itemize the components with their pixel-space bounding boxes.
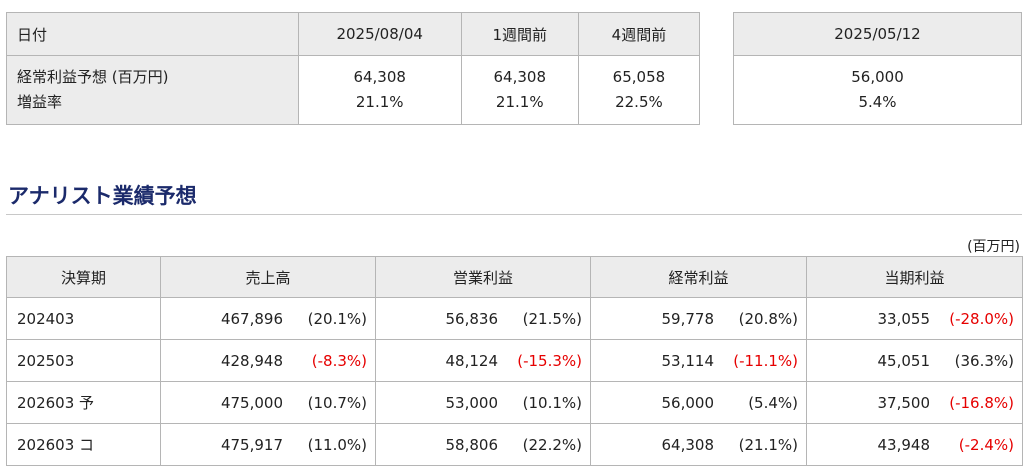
sales-cell: 467,896 (20.1%) — [160, 297, 376, 340]
sales-change-pct: (10.7%) — [307, 394, 367, 412]
summary-header-4weeks: 4週間前 — [577, 12, 701, 56]
summary-current-cell: 64,308 21.1% — [297, 55, 462, 125]
recurring-profit-cell: 64,308 (21.1%) — [590, 423, 807, 466]
recurring-profit-cell: 53,114 (-11.1%) — [590, 339, 807, 382]
summary-body-row: 経常利益予想 (百万円) 増益率 64,308 21.1% 64,308 21.… — [6, 55, 701, 125]
net-profit-value: 33,055 — [877, 310, 931, 328]
sales-change-pct: (-8.3%) — [311, 352, 367, 370]
operating-profit-value: 53,000 — [445, 394, 499, 412]
net-profit-value: 37,500 — [877, 394, 931, 412]
net-profit-cell: 45,051 (36.3%) — [806, 339, 1023, 382]
recurring-profit-change-pct: (-11.1%) — [733, 352, 798, 370]
recurring-profit-change-pct: (21.1%) — [738, 436, 798, 454]
sales-cell: 428,948 (-8.3%) — [160, 339, 376, 382]
operating-profit-value: 58,806 — [445, 436, 499, 454]
recurring-profit-cell: 59,778 (20.8%) — [590, 297, 807, 340]
table-row: 202403 467,896 (20.1%) 56,836 (21.5%) 59,778 (… — [6, 297, 1023, 340]
forecast-header-sales: 売上高 — [160, 256, 376, 298]
recurring-profit-value: 64,308 — [661, 436, 715, 454]
operating-profit-change-pct: (10.1%) — [522, 394, 582, 412]
operating-profit-value: 56,836 — [445, 310, 499, 328]
operating-profit-cell: 58,806 (22.2%) — [375, 423, 591, 466]
net-profit-value: 43,948 — [877, 436, 931, 454]
net-profit-cell: 43,948 (-2.4%) — [806, 423, 1023, 466]
summary-label-profit: 経常利益予想 (百万円) — [17, 68, 169, 86]
summary-current-profit: 64,308 — [353, 68, 406, 86]
forecast-body: 202403 467,896 (20.1%) 56,836 (21.5%) 59,778 (… — [6, 297, 1023, 466]
side-header-row: 2025/05/12 — [733, 12, 1022, 56]
period-cell: 202403 — [6, 297, 161, 340]
operating-profit-change-pct: (-15.3%) — [517, 352, 582, 370]
net-profit-change-pct: (36.3%) — [954, 352, 1014, 370]
forecast-header-net-profit: 当期利益 — [806, 256, 1023, 298]
recurring-profit-change-pct: (20.8%) — [738, 310, 798, 328]
net-profit-value: 45,051 — [877, 352, 931, 370]
forecast-header-period: 決算期 — [6, 256, 161, 298]
summary-row-labels: 経常利益予想 (百万円) 増益率 — [6, 55, 299, 125]
recurring-profit-value: 59,778 — [661, 310, 715, 328]
sales-value: 467,896 — [220, 310, 283, 328]
sales-value: 428,948 — [220, 352, 283, 370]
forecast-header-recurring-profit: 経常利益 — [590, 256, 807, 298]
operating-profit-cell: 48,124 (-15.3%) — [375, 339, 591, 382]
summary-1week-cell: 64,308 21.1% — [460, 55, 579, 125]
summary-current-growth: 21.1% — [355, 93, 404, 111]
recurring-profit-summary-table: 日付 2025/08/04 1週間前 4週間前 経常利益予想 (百万円) 増益率… — [6, 12, 701, 125]
summary-label-growth: 増益率 — [17, 93, 63, 111]
recurring-profit-cell: 56,000 (5.4%) — [590, 381, 807, 424]
summary-4weeks-cell: 65,058 22.5% — [577, 55, 701, 125]
side-body-row: 56,000 5.4% — [733, 55, 1022, 125]
recurring-profit-change-pct: (5.4%) — [748, 394, 798, 412]
section-divider — [6, 214, 1022, 215]
period-cell: 202603 予 — [6, 381, 161, 424]
sales-change-pct: (20.1%) — [307, 310, 367, 328]
summary-1week-growth: 21.1% — [495, 93, 544, 111]
net-profit-change-pct: (-2.4%) — [958, 436, 1014, 454]
operating-profit-value: 48,124 — [445, 352, 499, 370]
operating-profit-cell: 56,836 (21.5%) — [375, 297, 591, 340]
operating-profit-change-pct: (22.2%) — [522, 436, 582, 454]
net-profit-change-pct: (-16.8%) — [949, 394, 1014, 412]
sales-change-pct: (11.0%) — [307, 436, 367, 454]
summary-header-date-label: 日付 — [6, 12, 299, 56]
sales-value: 475,000 — [220, 394, 283, 412]
unit-label: (百万円) — [967, 239, 1020, 255]
summary-header-current: 2025/08/04 — [297, 12, 462, 56]
sales-cell: 475,000 (10.7%) — [160, 381, 376, 424]
table-row: 202503 428,948 (-8.3%) 48,124 (-15.3%) 53,114… — [6, 339, 1023, 382]
side-header-date: 2025/05/12 — [733, 12, 1022, 56]
operating-profit-cell: 53,000 (10.1%) — [375, 381, 591, 424]
period-cell: 202603 コ — [6, 423, 161, 466]
recurring-profit-value: 53,114 — [661, 352, 715, 370]
summary-header-1week: 1週間前 — [460, 12, 579, 56]
period-cell: 202503 — [6, 339, 161, 382]
table-row: 202603 コ 475,917 (11.0%) 58,806 (22.2%) 64,30… — [6, 423, 1023, 466]
previous-forecast-table: 2025/05/12 56,000 5.4% — [733, 12, 1022, 125]
operating-profit-change-pct: (21.5%) — [522, 310, 582, 328]
sales-cell: 475,917 (11.0%) — [160, 423, 376, 466]
summary-4weeks-profit: 65,058 — [612, 68, 666, 86]
side-values-cell: 56,000 5.4% — [733, 55, 1022, 125]
forecast-header-row: 決算期 売上高 営業利益 経常利益 当期利益 — [6, 256, 1023, 298]
summary-4weeks-growth: 22.5% — [615, 93, 663, 111]
summary-1week-profit: 64,308 — [493, 68, 547, 86]
forecast-header-operating-profit: 営業利益 — [375, 256, 591, 298]
recurring-profit-value: 56,000 — [661, 394, 715, 412]
summary-header-row: 日付 2025/08/04 1週間前 4週間前 — [6, 12, 701, 56]
side-growth: 5.4% — [858, 93, 897, 111]
net-profit-cell: 37,500 (-16.8%) — [806, 381, 1023, 424]
table-row: 202603 予 475,000 (10.7%) 53,000 (10.1%) 56,00… — [6, 381, 1023, 424]
side-profit: 56,000 — [851, 68, 904, 86]
analyst-forecast-table: 決算期 売上高 営業利益 経常利益 当期利益 202403 467,896 (20.… — [6, 256, 1023, 466]
net-profit-change-pct: (-28.0%) — [949, 310, 1014, 328]
sales-value: 475,917 — [220, 436, 283, 454]
section-title: アナリスト業績予想 — [8, 184, 197, 208]
net-profit-cell: 33,055 (-28.0%) — [806, 297, 1023, 340]
